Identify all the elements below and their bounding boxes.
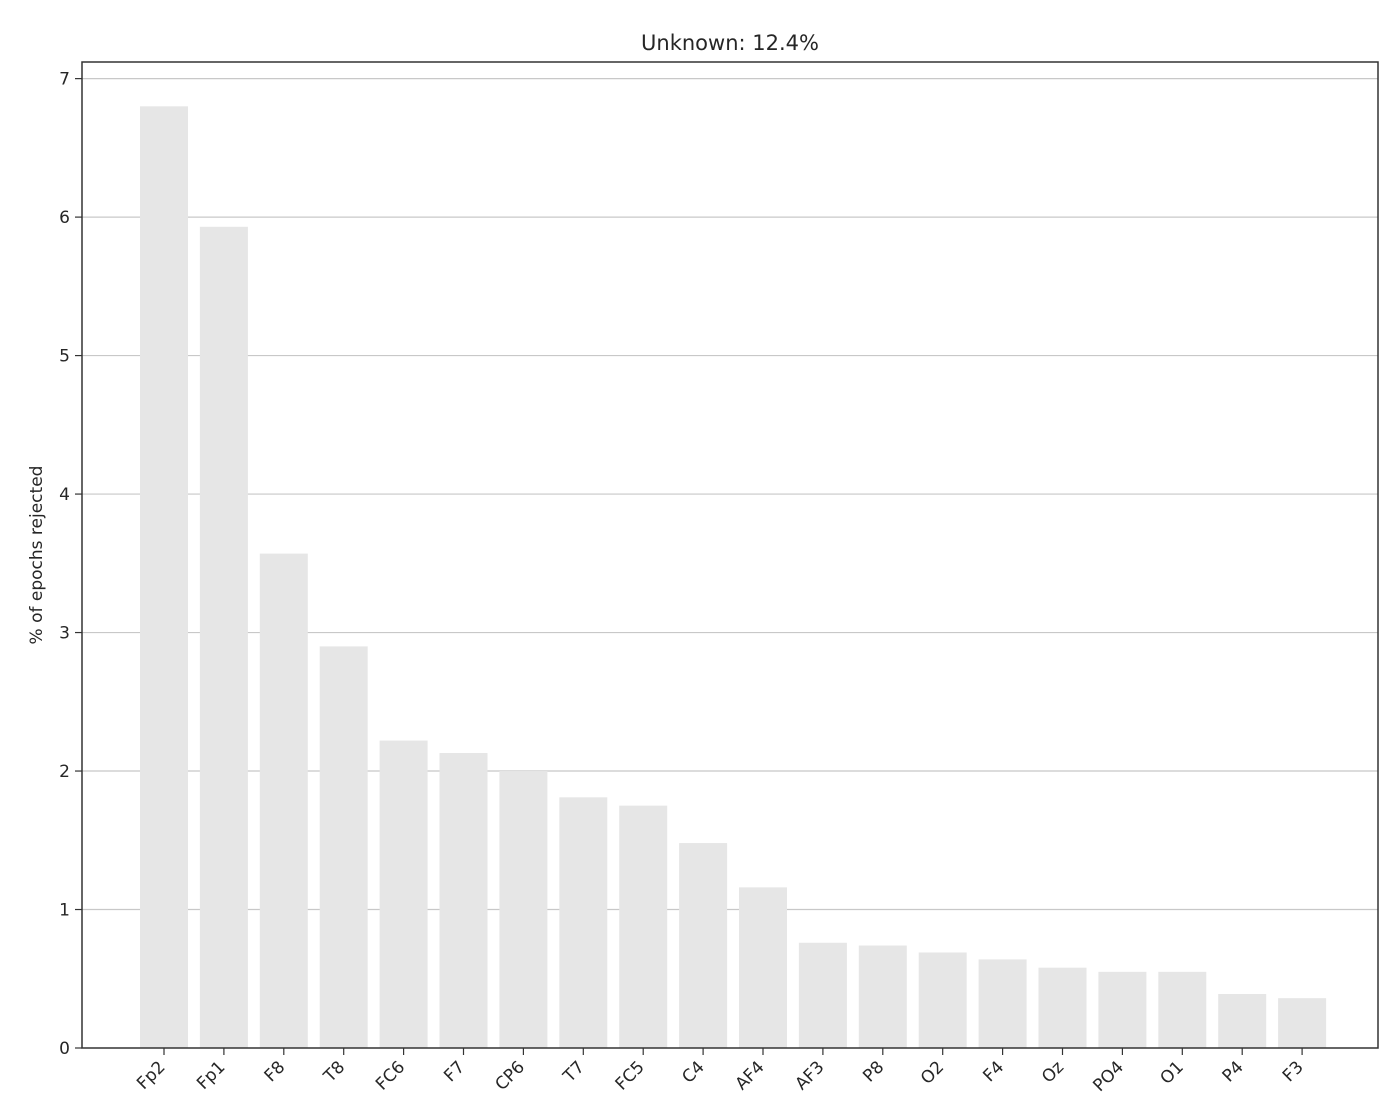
x-tick-label: T8: [319, 1057, 349, 1087]
bar-o2: [918, 952, 967, 1048]
bar-o1: [1158, 971, 1207, 1048]
bar-t7: [559, 797, 608, 1048]
bar-po4: [1098, 971, 1147, 1048]
x-tick-label: F4: [979, 1057, 1008, 1086]
bars: [140, 106, 1327, 1049]
x-tick-label: Oz: [1038, 1057, 1068, 1087]
bar-fc6: [379, 740, 428, 1048]
x-tick-label: F3: [1279, 1057, 1308, 1086]
y-tick-label: 4: [59, 485, 70, 505]
y-tick-label: 5: [59, 347, 70, 367]
bar-f4: [978, 959, 1027, 1048]
bar-fc5: [619, 805, 668, 1048]
x-tick-label: PO4: [1089, 1057, 1128, 1096]
x-tick-label: P4: [1219, 1057, 1248, 1086]
x-tick-label: F8: [261, 1057, 290, 1086]
bar-cp6: [499, 771, 548, 1048]
bar-p8: [858, 945, 907, 1048]
y-axis: 0 1 2 3 4 5 6 7: [59, 70, 82, 1059]
bar-f3: [1278, 998, 1327, 1048]
y-tick-label: 3: [59, 624, 70, 644]
chart-title: Unknown: 12.4%: [641, 31, 819, 55]
bar-af3: [798, 942, 847, 1048]
bar-fp1: [199, 226, 248, 1049]
y-tick-label: 1: [59, 901, 70, 921]
x-tick-label: F7: [440, 1057, 469, 1086]
bar-c4: [679, 843, 728, 1048]
x-tick-label: C4: [678, 1057, 708, 1087]
y-tick-label: 6: [59, 208, 70, 228]
y-tick-label: 0: [59, 1039, 70, 1059]
x-tick-label: CP6: [492, 1057, 529, 1094]
x-tick-label: O2: [917, 1057, 948, 1088]
x-tick-label: FC6: [372, 1057, 409, 1094]
bar-oz: [1038, 967, 1087, 1048]
bar-f7: [439, 753, 488, 1048]
x-tick-label: AF3: [792, 1057, 829, 1094]
y-axis-label: % of epochs rejected: [27, 466, 47, 645]
y-tick-label: 2: [59, 762, 70, 782]
x-tick-label: O1: [1157, 1057, 1188, 1088]
bar-p4: [1218, 993, 1267, 1048]
x-tick-label: Fp1: [193, 1057, 229, 1093]
x-tick-label: FC5: [612, 1057, 649, 1094]
x-tick-label: T7: [559, 1057, 589, 1087]
x-tick-label: P8: [859, 1057, 888, 1086]
bar-t8: [319, 646, 368, 1048]
x-axis: Fp2 Fp1 F8 T8 FC6 F7 CP6 T7 FC5 C4 AF4 AF3 P8 O2 F4 Oz P…: [133, 1048, 1308, 1096]
bar-f8: [259, 553, 308, 1048]
plot-frame: [81, 61, 1379, 1049]
y-tick-label: 7: [59, 70, 70, 90]
x-tick-label: AF4: [732, 1057, 769, 1094]
x-tick-label: Fp2: [133, 1057, 169, 1093]
bar-fp2: [140, 106, 188, 1049]
bar-af4: [739, 887, 787, 1048]
